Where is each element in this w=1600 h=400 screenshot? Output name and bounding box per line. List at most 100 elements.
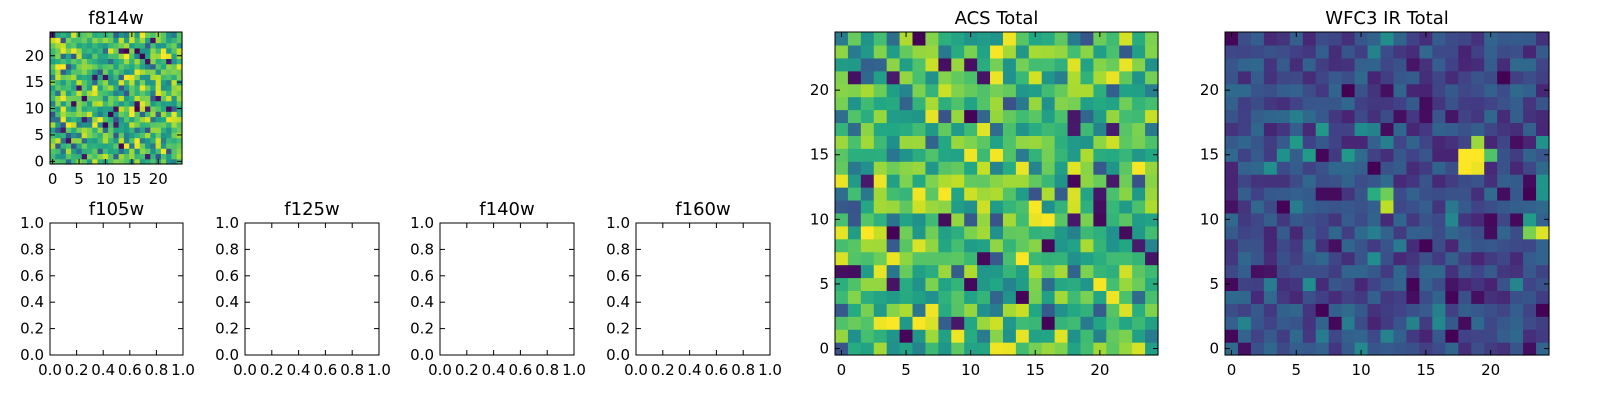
heatmap-cell <box>1445 148 1459 162</box>
heatmap-cell <box>123 111 130 118</box>
y-tick-label: 1.0 <box>410 214 434 232</box>
heatmap-cell <box>1041 290 1056 304</box>
heatmap-cell <box>55 74 62 81</box>
heatmap-cell <box>912 148 927 162</box>
heatmap-cell <box>1367 122 1382 136</box>
heatmap-cell <box>1054 32 1069 46</box>
heatmap-cell <box>60 127 67 133</box>
panel-title: f140w <box>479 199 534 220</box>
heatmap-cell <box>1315 57 1330 72</box>
heatmap-cell <box>1225 329 1239 343</box>
heatmap-cell <box>1341 316 1356 330</box>
heatmap-cell <box>97 68 104 75</box>
heatmap-cell <box>1510 316 1524 330</box>
heatmap-cell <box>1328 264 1343 279</box>
heatmap-cell <box>1119 148 1133 162</box>
heatmap-cell <box>60 153 67 160</box>
heatmap-cell <box>1367 225 1382 240</box>
heatmap-cell <box>1497 122 1511 136</box>
heatmap-cell <box>1276 316 1291 330</box>
heatmap-cell <box>1432 264 1446 279</box>
heatmap-cell <box>155 47 162 54</box>
heatmap-cell <box>1354 70 1369 85</box>
heatmap-cell <box>1041 187 1056 201</box>
heatmap-cell <box>155 100 162 107</box>
heatmap-cell <box>160 47 167 54</box>
heatmap-cell <box>1419 83 1433 98</box>
y-tick-label: 0.2 <box>20 320 44 338</box>
heatmap-cell <box>1458 264 1472 279</box>
heatmap-cell <box>139 95 146 102</box>
heatmap-cell <box>1145 32 1159 46</box>
heatmap-cell <box>1380 135 1395 149</box>
heatmap-cell <box>139 158 146 165</box>
heatmap-cell <box>145 132 151 139</box>
heatmap-cell <box>60 142 67 149</box>
heatmap-cell <box>938 70 952 85</box>
heatmap-cell <box>1315 135 1330 149</box>
heatmap-cell <box>160 95 167 102</box>
heatmap-cell <box>1302 199 1317 214</box>
heatmap-cell <box>1132 290 1146 304</box>
heatmap-cell <box>97 111 104 118</box>
heatmap-cell <box>118 132 125 139</box>
heatmap-cell <box>139 42 146 49</box>
heatmap-cell <box>129 53 136 59</box>
heatmap-cell <box>1106 290 1120 304</box>
heatmap-cell <box>1028 161 1043 175</box>
heatmap-cell <box>171 105 178 112</box>
heatmap-cell <box>150 47 157 54</box>
heatmap-cell <box>1067 161 1082 175</box>
heatmap-cell <box>129 84 136 91</box>
heatmap-cell <box>1106 264 1120 279</box>
heatmap-cell <box>1367 316 1382 330</box>
heatmap-cell <box>1523 225 1537 240</box>
heatmap-cell <box>150 142 157 149</box>
heatmap-cell <box>118 95 125 102</box>
x-tick-label: 0.6 <box>704 361 728 379</box>
heatmap-cell <box>1119 212 1133 227</box>
heatmap-cell <box>1367 96 1382 111</box>
heatmap-cell <box>1484 277 1498 291</box>
heatmap-cell <box>1536 238 1550 253</box>
heatmap-cell <box>990 109 1004 124</box>
heatmap-cell <box>1276 329 1291 343</box>
heatmap-cell <box>1536 290 1550 304</box>
heatmap-cell <box>1080 96 1094 111</box>
heatmap-cell <box>166 121 173 128</box>
heatmap-cell <box>1093 199 1107 214</box>
heatmap-cell <box>145 84 151 91</box>
heatmap-cell <box>1458 329 1472 343</box>
heatmap-cell <box>71 158 77 165</box>
heatmap-cell <box>176 90 183 96</box>
heatmap-cell <box>166 74 173 81</box>
heatmap-cell <box>1341 303 1356 317</box>
heatmap-cell <box>113 42 120 49</box>
heatmap-cell <box>150 42 157 49</box>
heatmap-cell <box>1419 187 1433 201</box>
heatmap-cell <box>1093 264 1107 279</box>
heatmap-cell <box>81 58 88 65</box>
heatmap-cell <box>1406 135 1420 149</box>
heatmap-cell <box>118 121 125 128</box>
heatmap-cell <box>102 84 109 91</box>
heatmap-cell <box>1315 199 1330 214</box>
heatmap-cell <box>1054 135 1069 149</box>
heatmap-cell <box>938 83 952 98</box>
heatmap-cell <box>65 68 72 75</box>
heatmap-cell <box>81 68 88 75</box>
heatmap-cell <box>1328 316 1343 330</box>
y-tick-label: 0.0 <box>606 346 630 364</box>
heatmap-cell <box>873 290 888 304</box>
heatmap-cell <box>847 187 862 201</box>
heatmap-cell <box>60 116 67 123</box>
heatmap-cell <box>60 53 67 59</box>
heatmap-cell <box>1341 122 1356 136</box>
heatmap-cell <box>1380 32 1395 46</box>
heatmap-cell <box>847 122 862 136</box>
heatmap-cell <box>873 161 888 175</box>
heatmap-cell <box>108 32 114 38</box>
heatmap-cell <box>166 37 173 44</box>
heatmap-cell <box>1523 32 1537 46</box>
